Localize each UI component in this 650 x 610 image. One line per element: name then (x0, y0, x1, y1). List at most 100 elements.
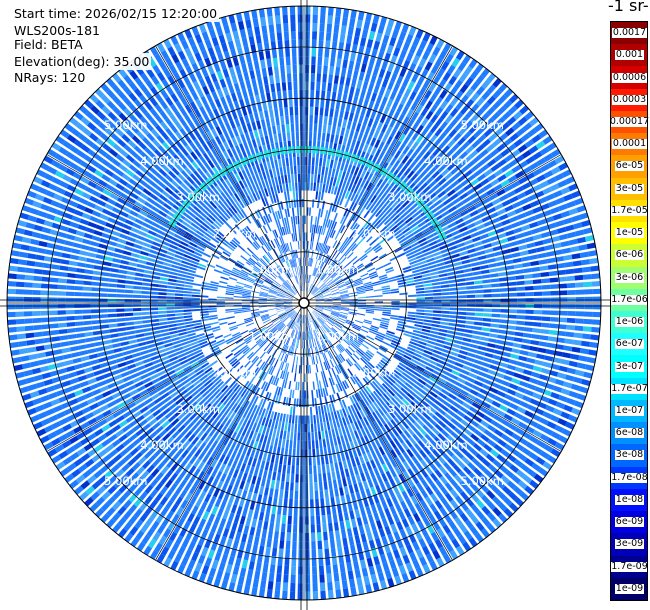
range-cell (309, 474, 313, 483)
range-cell (414, 94, 423, 104)
range-cell (275, 480, 280, 490)
range-cell (323, 309, 332, 314)
range-cell (356, 438, 363, 447)
range-cell (308, 314, 312, 322)
range-cell (418, 260, 427, 266)
ray (304, 6, 319, 292)
range-cell (330, 100, 336, 109)
range-cell (429, 560, 438, 571)
range-cell (527, 194, 537, 202)
range-cell (444, 482, 454, 492)
range-cell (371, 278, 380, 283)
range-cell (239, 480, 246, 490)
range-cell (476, 438, 486, 447)
range-cell (474, 312, 484, 317)
range-cell (332, 348, 338, 356)
range-cell (402, 145, 410, 155)
range-cell (354, 393, 360, 402)
range-cell (391, 295, 400, 299)
range-cell (410, 373, 420, 381)
range-cell (408, 160, 417, 170)
range-cell (356, 315, 365, 319)
range-cell (319, 271, 325, 279)
range-cell (393, 405, 402, 414)
range-cell (249, 439, 255, 449)
range-cell (379, 373, 388, 381)
range-cell (362, 480, 369, 490)
range-cell (329, 238, 335, 247)
range-cell (322, 311, 331, 316)
range-cell (320, 379, 325, 389)
range-cell (440, 168, 450, 177)
range-cell (366, 461, 373, 471)
range-cell (546, 421, 557, 430)
range-cell (397, 152, 406, 162)
range-cell (487, 369, 497, 376)
range-cell (281, 370, 286, 380)
range-cell (450, 431, 460, 440)
range-cell (350, 458, 357, 467)
range-cell (513, 138, 524, 148)
range-cell (350, 365, 357, 374)
range-cell (439, 325, 449, 330)
range-cell (299, 356, 301, 366)
range-cell (273, 531, 279, 540)
range-cell (268, 428, 274, 437)
range-cell (529, 435, 539, 445)
range-cell (323, 352, 328, 362)
range-cell (283, 565, 290, 575)
range-cell (318, 473, 322, 483)
range-cell (340, 372, 346, 381)
range-cell (369, 469, 376, 479)
range-cell (441, 299, 451, 303)
range-cell (387, 388, 396, 397)
range-cell (392, 428, 400, 437)
range-cell (327, 351, 333, 360)
range-cell (404, 327, 414, 332)
range-cell (398, 315, 408, 319)
range-cell (336, 265, 343, 272)
range-cell (464, 272, 474, 277)
range-cell (349, 306, 358, 309)
range-cell (549, 183, 560, 192)
range-cell (332, 454, 338, 464)
range-cell (514, 497, 524, 507)
range-cell (316, 414, 320, 424)
range-cell (295, 381, 298, 391)
range-cell (323, 343, 329, 352)
range-cell (314, 268, 319, 277)
range-cell (428, 359, 438, 366)
range-cell (249, 501, 256, 511)
range-cell (559, 304, 568, 309)
range-cell (532, 151, 543, 160)
ray (235, 314, 302, 594)
range-cell (304, 265, 306, 275)
range-cell (370, 92, 378, 102)
range-cell (304, 249, 306, 258)
range-cell (500, 179, 510, 188)
range-cell (333, 384, 338, 394)
range-cell (340, 67, 347, 77)
range-cell (343, 486, 350, 495)
range-cell (532, 272, 541, 278)
range-cell (312, 258, 316, 268)
range-cell (384, 480, 392, 490)
range-cell (439, 244, 448, 251)
range-cell (457, 174, 466, 183)
range-cell (409, 341, 418, 346)
range-cell (326, 192, 330, 202)
range-cell (351, 327, 360, 333)
ray (315, 305, 595, 372)
range-cell (357, 251, 366, 259)
range-cell (416, 234, 425, 241)
range-cell (464, 120, 474, 130)
range-cell (554, 378, 565, 386)
range-cell (338, 179, 344, 188)
range-cell (409, 260, 418, 265)
range-cell (394, 456, 402, 466)
range-cell (331, 327, 338, 335)
range-cell (280, 361, 285, 371)
range-cell (325, 556, 331, 566)
range-cell (519, 250, 529, 256)
range-cell (497, 266, 507, 272)
